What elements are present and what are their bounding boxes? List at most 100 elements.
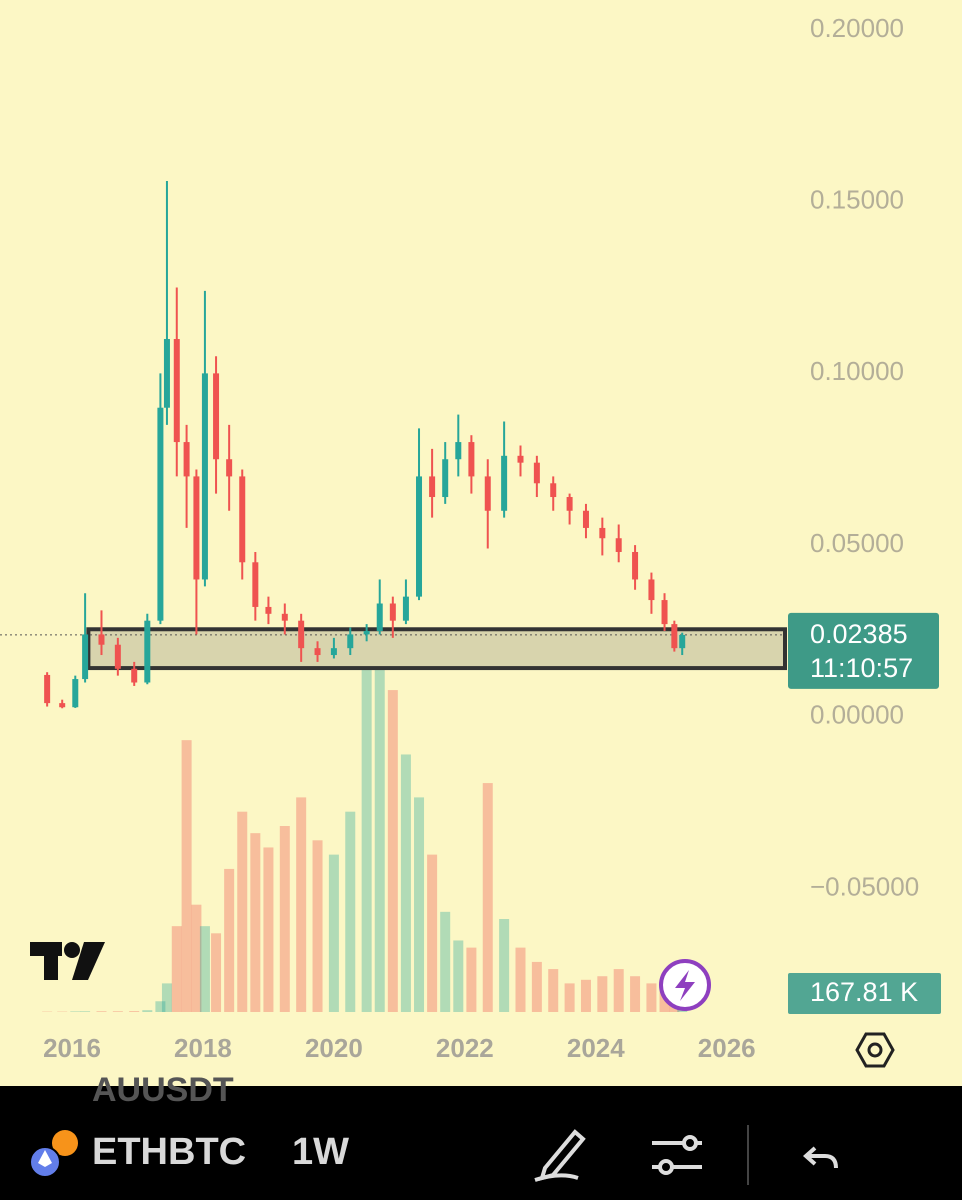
candle-body [566,497,573,511]
volume-bar [96,1011,107,1012]
y-tick-label: 0.20000 [810,13,904,43]
y-tick-label: 0.10000 [810,356,904,386]
candle-body [72,679,79,708]
volume-bar [279,826,290,1012]
price-label-box [788,612,939,689]
candle-body [226,459,233,477]
candle-body [131,668,138,683]
volume-bar [630,976,641,1012]
candle-body [98,634,105,645]
candle-body [183,442,190,477]
candle-body [599,527,606,539]
candle-body [239,476,246,563]
volume-bar [613,969,624,1012]
volume-bar [466,947,477,1012]
y-tick-label: 0.15000 [810,185,904,215]
volume-bar [161,983,172,1012]
volume-label-box [788,973,941,1014]
draw-tool-button[interactable] [534,1129,586,1182]
candle-body [484,476,491,511]
x-tick-label: 2022 [436,1033,494,1063]
candle-body [671,624,678,649]
volume-bar [328,854,339,1012]
volume-bar [296,797,307,1012]
candle-body [252,562,259,607]
candle-body [347,634,354,649]
candle-body [193,476,200,580]
toolbar-content: AUUSDT ETHBTC 1W [29,1071,838,1185]
volume-bar [427,854,438,1012]
volume-bar [171,926,182,1012]
settings-sliders-button[interactable] [652,1135,702,1175]
undo-button[interactable] [802,1146,838,1169]
candle-body [582,510,589,528]
volume-bar [191,904,202,1012]
volume-bar [80,1011,91,1012]
volume-bar [453,940,464,1012]
volume-bar [548,969,559,1012]
volume-bar [312,840,323,1012]
interval[interactable]: 1W [292,1131,349,1173]
candle-body [533,462,540,484]
lightning-button[interactable] [659,959,711,1011]
volume-bar [440,911,451,1012]
volume-bar [129,1011,140,1012]
candle-body [201,373,208,580]
volume-bar [482,783,493,1012]
tv-logo [30,942,105,980]
candle-body [416,476,423,597]
candle-body [281,613,288,621]
candle-body [455,442,462,460]
candle-body [376,603,383,631]
volume-bar [224,868,235,1012]
candle-body [429,476,436,498]
volume-bar [142,1010,153,1012]
candle-body [402,596,409,621]
candle-body [213,373,220,460]
candle-body [59,703,66,708]
candle-body [82,634,89,680]
volume-bar [499,919,510,1012]
volume-bar [361,640,372,1012]
volume-bar [112,1011,123,1012]
symbol[interactable]: ETHBTC [92,1131,246,1173]
candle-body [144,620,151,683]
volume-bar [531,961,542,1012]
candle-body [163,339,170,408]
prev-symbol[interactable]: AUUSDT [92,1071,234,1109]
volume-bar [387,690,398,1012]
volume-bar [70,1011,81,1012]
candle-body [679,634,686,649]
volume-bar [400,754,411,1012]
volume-bar [237,811,248,1012]
candle-body [44,674,51,704]
plot-area: −0.05000 0.00000 0.05000 0.10000 0.15000 0.20… [0,13,941,1063]
candle-body [517,455,524,463]
x-tick-label: 2018 [174,1033,232,1063]
candle-body [298,620,305,649]
candle-body [501,455,508,511]
toolbar [0,1086,962,1200]
volume-bar [414,797,425,1012]
candle-body [442,459,449,498]
volume-bar [199,926,210,1012]
candle-body [468,442,475,477]
candle-body [314,648,321,656]
candle-body [632,551,639,580]
btc-icon [52,1130,78,1156]
volume-bar [181,740,192,1012]
volume-bar [597,976,608,1012]
candle-body [661,600,668,625]
volume-label: 167.81 K [810,977,918,1007]
x-tick-label: 2026 [698,1033,756,1063]
y-tick-label: 0.05000 [810,528,904,558]
volume-bar [250,833,261,1012]
countdown-label: 11:10:57 [810,653,913,683]
candle-body [114,644,121,669]
volume-bar [646,983,657,1012]
x-tick-label: 2020 [305,1033,363,1063]
volume-bar [155,1001,166,1012]
candle-body [173,339,180,443]
settings-button[interactable] [855,1032,895,1068]
